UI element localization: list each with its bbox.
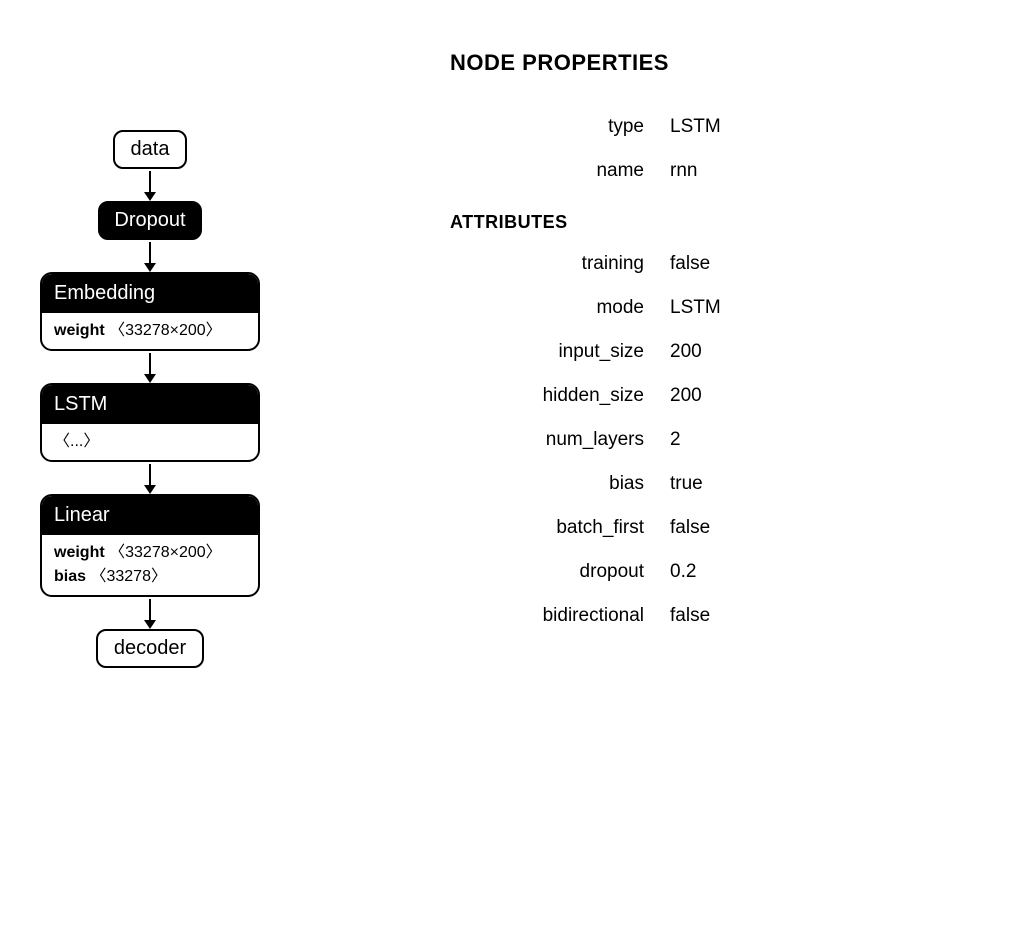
node-dropout[interactable]: Dropout [98, 201, 201, 240]
arrow [149, 171, 151, 199]
param-row: 〈...〉 [54, 430, 246, 454]
param-shape: 〈33278〉 [90, 568, 167, 585]
property-row: batch_firstfalse [450, 517, 970, 539]
property-value: false [670, 253, 710, 275]
property-key: hidden_size [450, 385, 670, 407]
property-row: trainingfalse [450, 253, 970, 275]
property-row: hidden_size200 [450, 385, 970, 407]
node-linear[interactable]: Linearweight 〈33278×200〉bias 〈33278〉 [40, 494, 260, 597]
param-row: bias 〈33278〉 [54, 565, 246, 589]
arrow [149, 242, 151, 270]
node-body: weight 〈33278×200〉 [42, 313, 258, 349]
flowchart-panel: data Dropout Embedding weight 〈33278×200〉 LS… [0, 0, 300, 931]
arrow [149, 599, 151, 627]
property-row: dropout0.2 [450, 561, 970, 583]
flowchart: data Dropout Embedding weight 〈33278×200〉 LS… [0, 130, 300, 668]
node-header: Embedding [42, 274, 258, 313]
node-header: LSTM [42, 385, 258, 424]
node-header: Linear [42, 496, 258, 535]
property-row: modeLSTM [450, 297, 970, 319]
property-row: biastrue [450, 473, 970, 495]
node-body: 〈...〉 [42, 424, 258, 460]
property-value: false [670, 605, 710, 627]
property-value: 2 [670, 429, 681, 451]
property-key: bias [450, 473, 670, 495]
node-body: weight 〈33278×200〉bias 〈33278〉 [42, 535, 258, 595]
node-lstm[interactable]: LSTM 〈...〉 [40, 383, 260, 462]
param-name: bias [54, 568, 86, 585]
property-key: type [450, 116, 670, 138]
property-row: bidirectionalfalse [450, 605, 970, 627]
property-value: 200 [670, 341, 702, 363]
property-key: training [450, 253, 670, 275]
property-value: 0.2 [670, 561, 696, 583]
param-row: weight 〈33278×200〉 [54, 319, 246, 343]
property-value: false [670, 517, 710, 539]
property-value: 200 [670, 385, 702, 407]
properties-title: NODE PROPERTIES [450, 50, 970, 76]
property-row: namernn [450, 160, 970, 182]
property-value: LSTM [670, 297, 721, 319]
property-key: mode [450, 297, 670, 319]
property-value: rnn [670, 160, 697, 182]
property-key: batch_first [450, 517, 670, 539]
param-shape: 〈...〉 [54, 433, 99, 450]
param-name: weight [54, 322, 105, 339]
property-key: dropout [450, 561, 670, 583]
property-key: name [450, 160, 670, 182]
property-key: bidirectional [450, 605, 670, 627]
param-row: weight 〈33278×200〉 [54, 541, 246, 565]
property-row: typeLSTM [450, 116, 970, 138]
node-data[interactable]: data [113, 130, 188, 169]
property-value: LSTM [670, 116, 721, 138]
properties-panel: NODE PROPERTIES typeLSTMnamernn ATTRIBUT… [300, 0, 1010, 931]
param-name: weight [54, 544, 105, 561]
param-shape: 〈33278×200〉 [109, 544, 222, 561]
property-key: input_size [450, 341, 670, 363]
main-properties: typeLSTMnamernn [450, 116, 970, 182]
attributes-title: ATTRIBUTES [450, 212, 970, 233]
property-key: num_layers [450, 429, 670, 451]
node-embedding[interactable]: Embedding weight 〈33278×200〉 [40, 272, 260, 351]
attribute-properties: trainingfalsemodeLSTMinput_size200hidden… [450, 253, 970, 627]
arrow [149, 353, 151, 381]
property-row: num_layers2 [450, 429, 970, 451]
param-shape: 〈33278×200〉 [109, 322, 222, 339]
arrow [149, 464, 151, 492]
node-decoder[interactable]: decoder [96, 629, 204, 668]
property-value: true [670, 473, 703, 495]
property-row: input_size200 [450, 341, 970, 363]
